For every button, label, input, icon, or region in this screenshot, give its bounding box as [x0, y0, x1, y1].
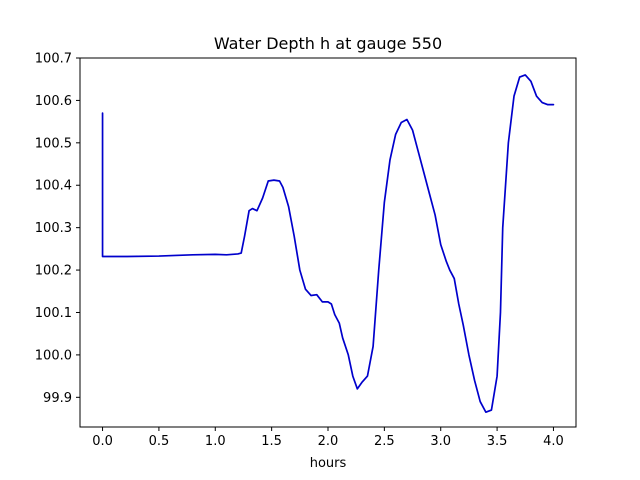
- x-tick-label: 0.5: [149, 434, 170, 449]
- x-tick-label: 3.5: [487, 434, 508, 449]
- y-tick-label: 100.6: [35, 94, 72, 109]
- x-tick-label: 2.5: [374, 434, 395, 449]
- y-tick-label: 100.1: [35, 306, 72, 321]
- x-tick-label: 1.0: [205, 434, 226, 449]
- plot-line-layer: [101, 74, 555, 414]
- x-tick-label: 1.5: [261, 434, 282, 449]
- y-tick-label: 99.9: [43, 391, 72, 406]
- series-line: [101, 74, 555, 414]
- y-tick-label: 100.0: [35, 348, 72, 363]
- x-axis-label: hours: [310, 456, 347, 471]
- chart-title: Water Depth h at gauge 550: [214, 34, 442, 53]
- y-axis-ticks: 99.9 100.0 100.1 100.2 100.3 100.4 100.5 100.6 1…: [35, 52, 80, 406]
- x-tick-label: 0.0: [92, 434, 113, 449]
- y-tick-label: 100.7: [35, 52, 72, 67]
- x-axis-ticks: 0.0 0.5 1.0 1.5 2.0 2.5 3.0 3.5 4.0: [92, 427, 564, 449]
- y-tick-label: 100.2: [35, 264, 72, 279]
- x-tick-label: 2.0: [318, 434, 339, 449]
- x-tick-label: 3.0: [430, 434, 451, 449]
- y-tick-label: 100.3: [35, 221, 72, 236]
- y-tick-label: 100.4: [35, 179, 72, 194]
- x-tick-label: 4.0: [543, 434, 564, 449]
- y-tick-label: 100.5: [35, 136, 72, 151]
